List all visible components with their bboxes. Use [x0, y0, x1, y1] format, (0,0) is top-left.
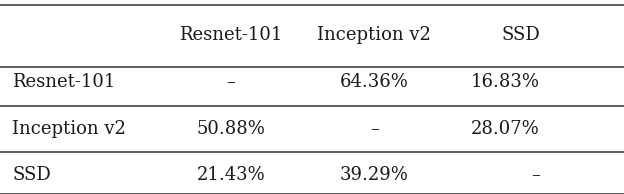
Text: –: – [370, 120, 379, 138]
Text: 64.36%: 64.36% [340, 74, 409, 91]
Text: 28.07%: 28.07% [471, 120, 540, 138]
Text: SSD: SSD [12, 166, 51, 184]
Text: –: – [227, 74, 235, 91]
Text: 39.29%: 39.29% [340, 166, 409, 184]
Text: Inception v2: Inception v2 [318, 26, 431, 44]
Text: 50.88%: 50.88% [197, 120, 265, 138]
Text: –: – [531, 166, 540, 184]
Text: SSD: SSD [501, 26, 540, 44]
Text: Inception v2: Inception v2 [12, 120, 126, 138]
Text: Resnet-101: Resnet-101 [12, 74, 116, 91]
Text: Resnet-101: Resnet-101 [179, 26, 283, 44]
Text: 16.83%: 16.83% [470, 74, 540, 91]
Text: 21.43%: 21.43% [197, 166, 265, 184]
